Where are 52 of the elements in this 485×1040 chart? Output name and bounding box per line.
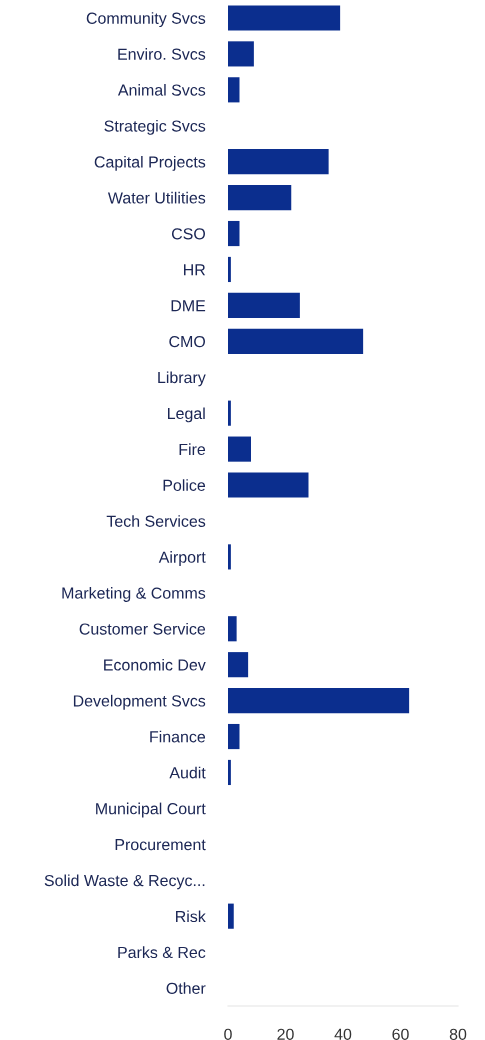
y-tick-label: Capital Projects	[94, 155, 206, 171]
bar	[228, 328, 364, 354]
bar	[228, 723, 240, 750]
y-tick-label: Legal	[168, 407, 205, 423]
bar	[228, 436, 251, 462]
bar	[228, 77, 240, 103]
y-tick-label: Community Svcs	[86, 12, 206, 28]
y-tick-label: Customer Service	[79, 622, 206, 635]
y-tick-label: Marketing & Comms	[62, 587, 206, 602]
bar	[228, 185, 292, 211]
y-tick-label: Water Utilities	[107, 191, 206, 204]
y-tick-label: Airport	[158, 551, 206, 566]
y-tick-label: DME	[171, 300, 206, 312]
y-tick-label: Development Svcs	[73, 694, 206, 710]
y-tick-label: CSO	[171, 228, 206, 240]
bar	[228, 149, 329, 175]
bar	[228, 220, 240, 247]
y-tick-label: Library	[158, 371, 206, 387]
bar	[228, 652, 249, 678]
x-tick-label: 60	[392, 1028, 409, 1040]
y-tick-label: Finance	[150, 730, 206, 743]
bar	[228, 400, 231, 426]
bar	[228, 292, 300, 318]
y-tick-label: Police	[163, 479, 206, 491]
y-tick-label: CMO	[169, 335, 206, 348]
x-tick-label: 20	[277, 1028, 294, 1040]
y-tick-label: Economic Dev	[104, 658, 206, 671]
bar	[228, 256, 231, 283]
y-tick-label: Risk	[176, 910, 206, 923]
y-tick-label: Tech Services	[106, 515, 206, 527]
y-tick-label: Enviro. Svcs	[118, 48, 206, 60]
y-tick-label: HR	[184, 264, 206, 276]
y-tick-label: Municipal Court	[96, 802, 206, 818]
y-tick-label: Solid Waste & Recyc...	[44, 874, 205, 890]
bar	[228, 759, 231, 786]
y-tick-label: Parks & Rec	[118, 946, 206, 959]
y-tick-label: Fire	[179, 443, 206, 456]
bar	[228, 472, 309, 498]
y-tick-label: Audit	[169, 766, 206, 779]
bar	[228, 903, 234, 929]
x-tick-label: 80	[449, 1028, 467, 1040]
y-tick-label: Strategic Svcs	[104, 119, 206, 135]
bar	[228, 41, 254, 67]
x-tick-label: 0	[224, 1028, 232, 1040]
y-tick-label: Animal Svcs	[117, 84, 206, 96]
x-tick-label: 40	[334, 1028, 352, 1040]
y-tick-label: Other	[166, 982, 206, 994]
bar	[228, 616, 237, 642]
bar	[228, 5, 341, 31]
bar	[228, 688, 410, 714]
bar	[228, 544, 231, 570]
y-tick-label: Procurement	[115, 839, 206, 851]
